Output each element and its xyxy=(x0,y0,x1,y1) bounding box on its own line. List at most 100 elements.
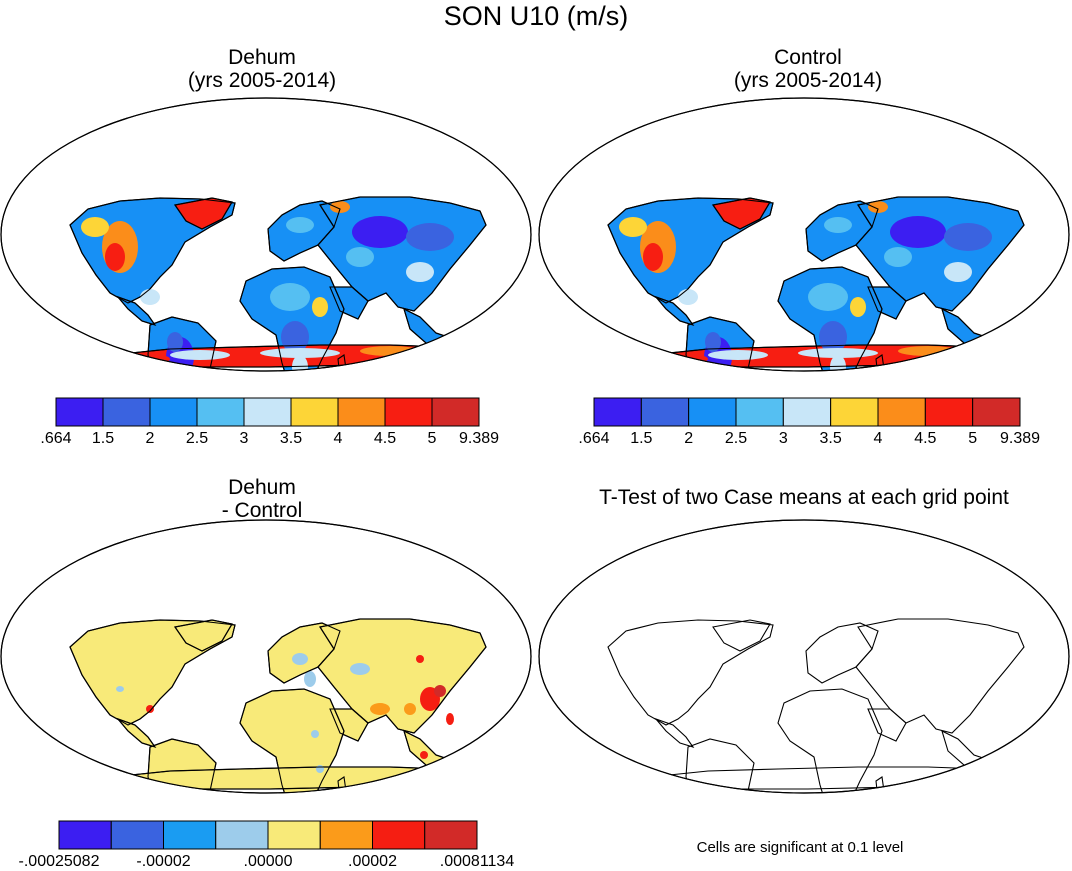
colorbar-label-3: 2.5 xyxy=(185,430,209,447)
panel-title-ttest: T-Test of two Case means at each grid po… xyxy=(536,486,1072,509)
map-border xyxy=(0,519,532,794)
wind-cell-8 xyxy=(808,283,848,311)
colorbar-swatch-3 xyxy=(196,397,245,427)
coast-camerica xyxy=(116,717,157,748)
colorbar-swatch-0 xyxy=(593,397,642,427)
diff-cell-8 xyxy=(370,703,390,715)
colorbar-label-5: 3.5 xyxy=(279,430,303,447)
coast-nzealand xyxy=(1024,809,1030,823)
colorbar-swatch-4 xyxy=(267,820,321,850)
map-border xyxy=(538,519,1070,794)
coast-nzealand xyxy=(1024,387,1030,401)
wind-cell-14 xyxy=(884,247,912,267)
wind-cell-13 xyxy=(406,223,454,251)
map-ttest xyxy=(538,519,1070,794)
wind-cell-16 xyxy=(824,217,852,233)
wind-cell-3 xyxy=(619,217,647,237)
panel-title-diff-line1: Dehum xyxy=(228,476,296,499)
wind-cell-19 xyxy=(432,376,448,388)
colorbar-label-5: 3.5 xyxy=(819,430,842,447)
wind-cell-12 xyxy=(352,216,408,248)
colorbar-label-4: 3 xyxy=(239,430,249,447)
diff-cell-5 xyxy=(434,685,446,697)
significance-note: Cells are significant at 0.1 level xyxy=(696,839,904,856)
wind-cell-11 xyxy=(292,355,308,371)
colorbar-swatch-5 xyxy=(319,820,373,850)
colorbar-label-6: 4 xyxy=(333,430,343,447)
wind-cell-19 xyxy=(970,376,986,388)
colorbar-label-7: 4.5 xyxy=(914,430,937,447)
colorbar-swatch-4 xyxy=(243,397,292,427)
wind-cell-13 xyxy=(944,223,992,251)
wind-cell-14 xyxy=(346,247,374,267)
panel-title-control: Control (yrs 2005-2014) xyxy=(658,46,958,92)
coast-greenland xyxy=(174,197,233,230)
colorbar-dehum xyxy=(55,397,480,427)
coast-namerica xyxy=(69,619,236,726)
coast-asia xyxy=(317,196,487,312)
colorbar-label-0: .664 xyxy=(578,430,610,447)
coast-camerica xyxy=(116,295,157,326)
colorbar-label-8: 5 xyxy=(968,430,978,447)
coast-arabia xyxy=(329,708,369,742)
colorbar-label-0: -.00025082 xyxy=(18,853,100,870)
wind-cell-20 xyxy=(170,350,230,360)
colorbar-label-2: 2 xyxy=(684,430,694,447)
map-border xyxy=(538,97,1070,372)
land-australia xyxy=(961,346,1019,371)
coast-namerica xyxy=(607,197,774,304)
panel-title-dehum-line1: Dehum xyxy=(228,46,296,69)
panel-title-ttest-line1: T-Test of two Case means at each grid po… xyxy=(599,486,1009,509)
coast-greenland xyxy=(712,619,771,652)
wind-cell-10 xyxy=(850,297,866,317)
colorbar-swatch-8 xyxy=(972,397,1021,427)
coast-africa xyxy=(777,266,883,371)
colorbar-swatch-4 xyxy=(782,397,832,427)
panel-title-control-line1: Control xyxy=(774,46,842,69)
wind-cell-10 xyxy=(312,297,328,317)
colorbar-label-9: 9.389 xyxy=(999,430,1041,447)
coast-australia xyxy=(961,768,1019,793)
diff-cell-3 xyxy=(416,655,424,663)
wind-cell-17 xyxy=(330,201,350,213)
coast-australia xyxy=(423,346,481,371)
coast-arabia xyxy=(329,286,369,320)
map-diff xyxy=(0,519,532,794)
panel-title-diff: Dehum - Control xyxy=(112,476,412,522)
diff-cell-11 xyxy=(311,730,319,738)
wind-cell-15 xyxy=(406,262,434,282)
diff-cell-13 xyxy=(297,796,303,802)
diff-cell-7 xyxy=(446,713,454,725)
colorbar-swatch-3 xyxy=(215,820,269,850)
colorbar-label-1: -.00002 xyxy=(136,853,191,870)
coast-asia xyxy=(855,196,1025,312)
diff-cell-9 xyxy=(146,705,154,713)
colorbar-label-6: 4 xyxy=(873,430,883,447)
colorbar-label-8: 5 xyxy=(427,430,437,447)
colorbar-swatch-7 xyxy=(424,820,478,850)
diff-cell-1 xyxy=(304,671,316,687)
wind-cell-17 xyxy=(868,201,888,213)
colorbar-label-2: 2 xyxy=(145,430,155,447)
colorbar-swatch-2 xyxy=(149,397,198,427)
coast-greenland xyxy=(174,619,233,652)
panel-title-diff-line2: - Control xyxy=(221,499,303,523)
colorbar-label-9: 9.389 xyxy=(458,430,500,447)
coast-namerica xyxy=(69,197,236,304)
wind-cell-21 xyxy=(260,348,340,358)
colorbar-diff xyxy=(58,820,478,850)
colorbar-label-2: .00000 xyxy=(243,853,293,870)
coast-camerica xyxy=(654,295,695,326)
coast-samerica xyxy=(685,316,755,371)
wind-cell-23 xyxy=(668,354,708,364)
map-border xyxy=(0,97,532,372)
wind-cell-5 xyxy=(705,332,721,352)
diff-cell-14 xyxy=(450,784,458,790)
land-nzealand xyxy=(1024,387,1030,401)
colorbar-label-3: .00002 xyxy=(348,853,397,870)
colorbar-label-7: 4.5 xyxy=(373,430,397,447)
diff-cell-0 xyxy=(292,653,308,665)
coast-africa xyxy=(239,266,345,371)
coast-australia xyxy=(423,768,481,793)
wind-cell-18 xyxy=(443,359,467,371)
